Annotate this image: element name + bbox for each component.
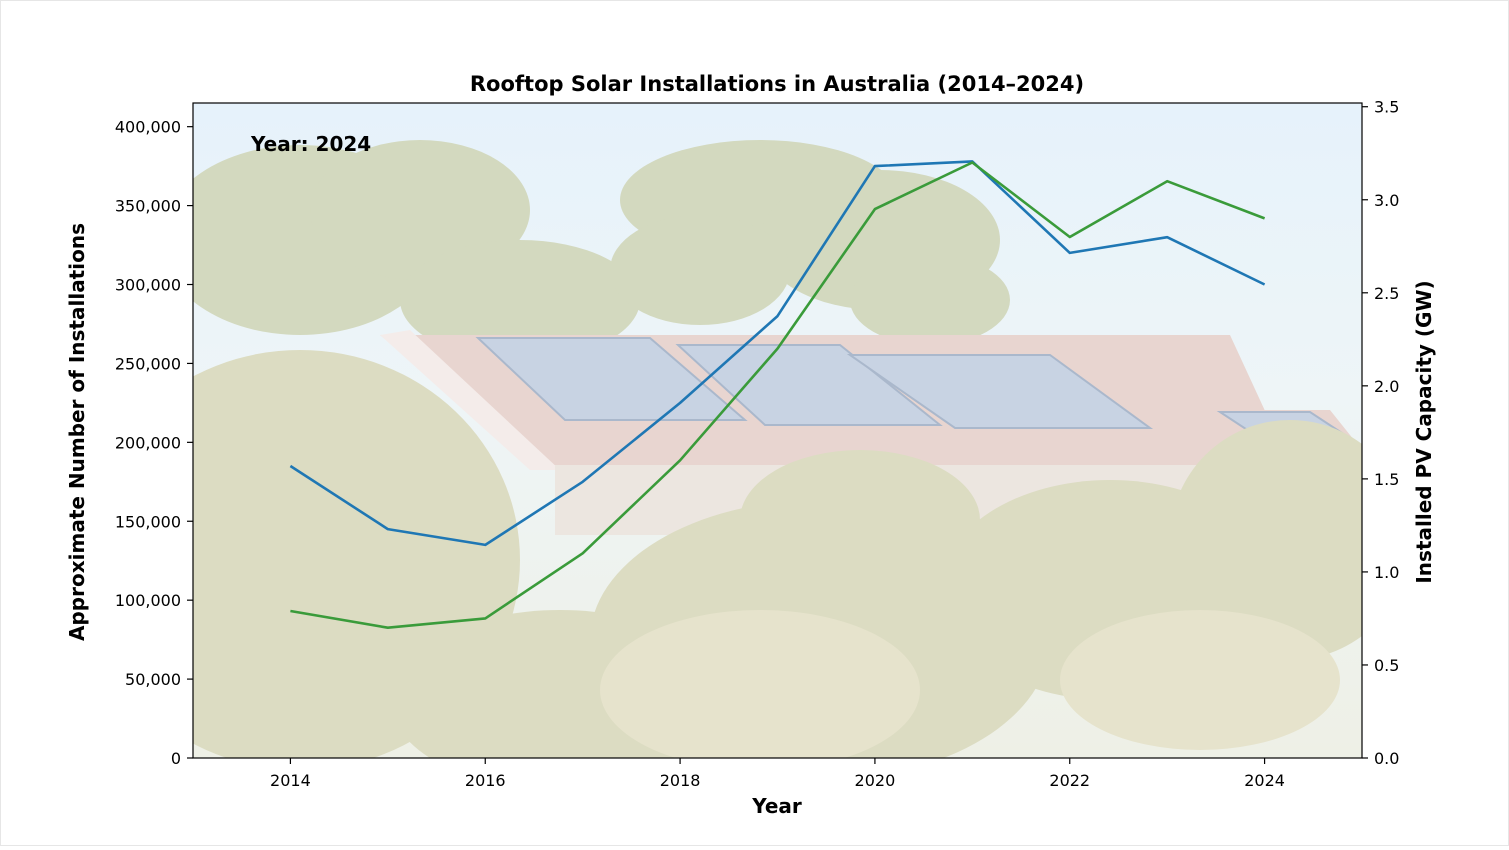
right-y-axis: 0.0 0.5 1.0 1.5 2.0 2.5 3.0 3.5 — [1362, 98, 1399, 768]
right-y-axis-label: Installed PV Capacity (GW) — [1412, 280, 1436, 583]
right-y-tick-label: 2.0 — [1374, 377, 1399, 396]
x-tick-label: 2018 — [660, 771, 701, 790]
x-tick-label: 2014 — [270, 771, 311, 790]
left-y-tick-label: 400,000 — [115, 118, 181, 137]
left-y-tick-label: 300,000 — [115, 276, 181, 295]
year-annotation: Year: 2024 — [250, 132, 371, 156]
left-y-tick-label: 250,000 — [115, 354, 181, 373]
plot-area-frame — [192, 102, 1363, 759]
x-tick-label: 2016 — [465, 771, 506, 790]
right-y-tick-label: 3.0 — [1374, 191, 1399, 210]
right-y-tick-label: 0.5 — [1374, 656, 1399, 675]
x-tick-label: 2024 — [1244, 771, 1285, 790]
series-line-installations — [289, 160, 1266, 547]
series-line-capacity — [290, 161, 1266, 630]
left-y-tick-label: 0 — [171, 749, 181, 768]
left-y-tick-label: 100,000 — [115, 591, 181, 610]
x-tick-label: 2022 — [1049, 771, 1090, 790]
right-y-tick-label: 0.0 — [1374, 749, 1399, 768]
x-tick-label: 2020 — [855, 771, 896, 790]
left-y-tick-label: 150,000 — [115, 512, 181, 531]
chart-title: Rooftop Solar Installations in Australia… — [470, 72, 1084, 96]
series-lines — [289, 160, 1266, 630]
right-y-tick-label: 2.5 — [1374, 284, 1399, 303]
background-photo — [193, 103, 1362, 758]
x-axis: 2014 2016 2018 2020 2022 2024 — [270, 758, 1285, 790]
left-y-tick-label: 50,000 — [125, 670, 181, 689]
left-y-tick-label: 350,000 — [115, 197, 181, 216]
right-y-tick-label: 1.5 — [1374, 470, 1399, 489]
right-y-tick-label: 1.0 — [1374, 563, 1399, 582]
left-y-axis: 0 50,000 100,000 150,000 200,000 250,000 300,0… — [115, 118, 193, 768]
right-y-tick-label: 3.5 — [1374, 98, 1399, 117]
left-y-axis-label: Approximate Number of Installations — [65, 223, 89, 641]
left-y-tick-label: 200,000 — [115, 433, 181, 452]
x-axis-label: Year — [751, 794, 802, 818]
